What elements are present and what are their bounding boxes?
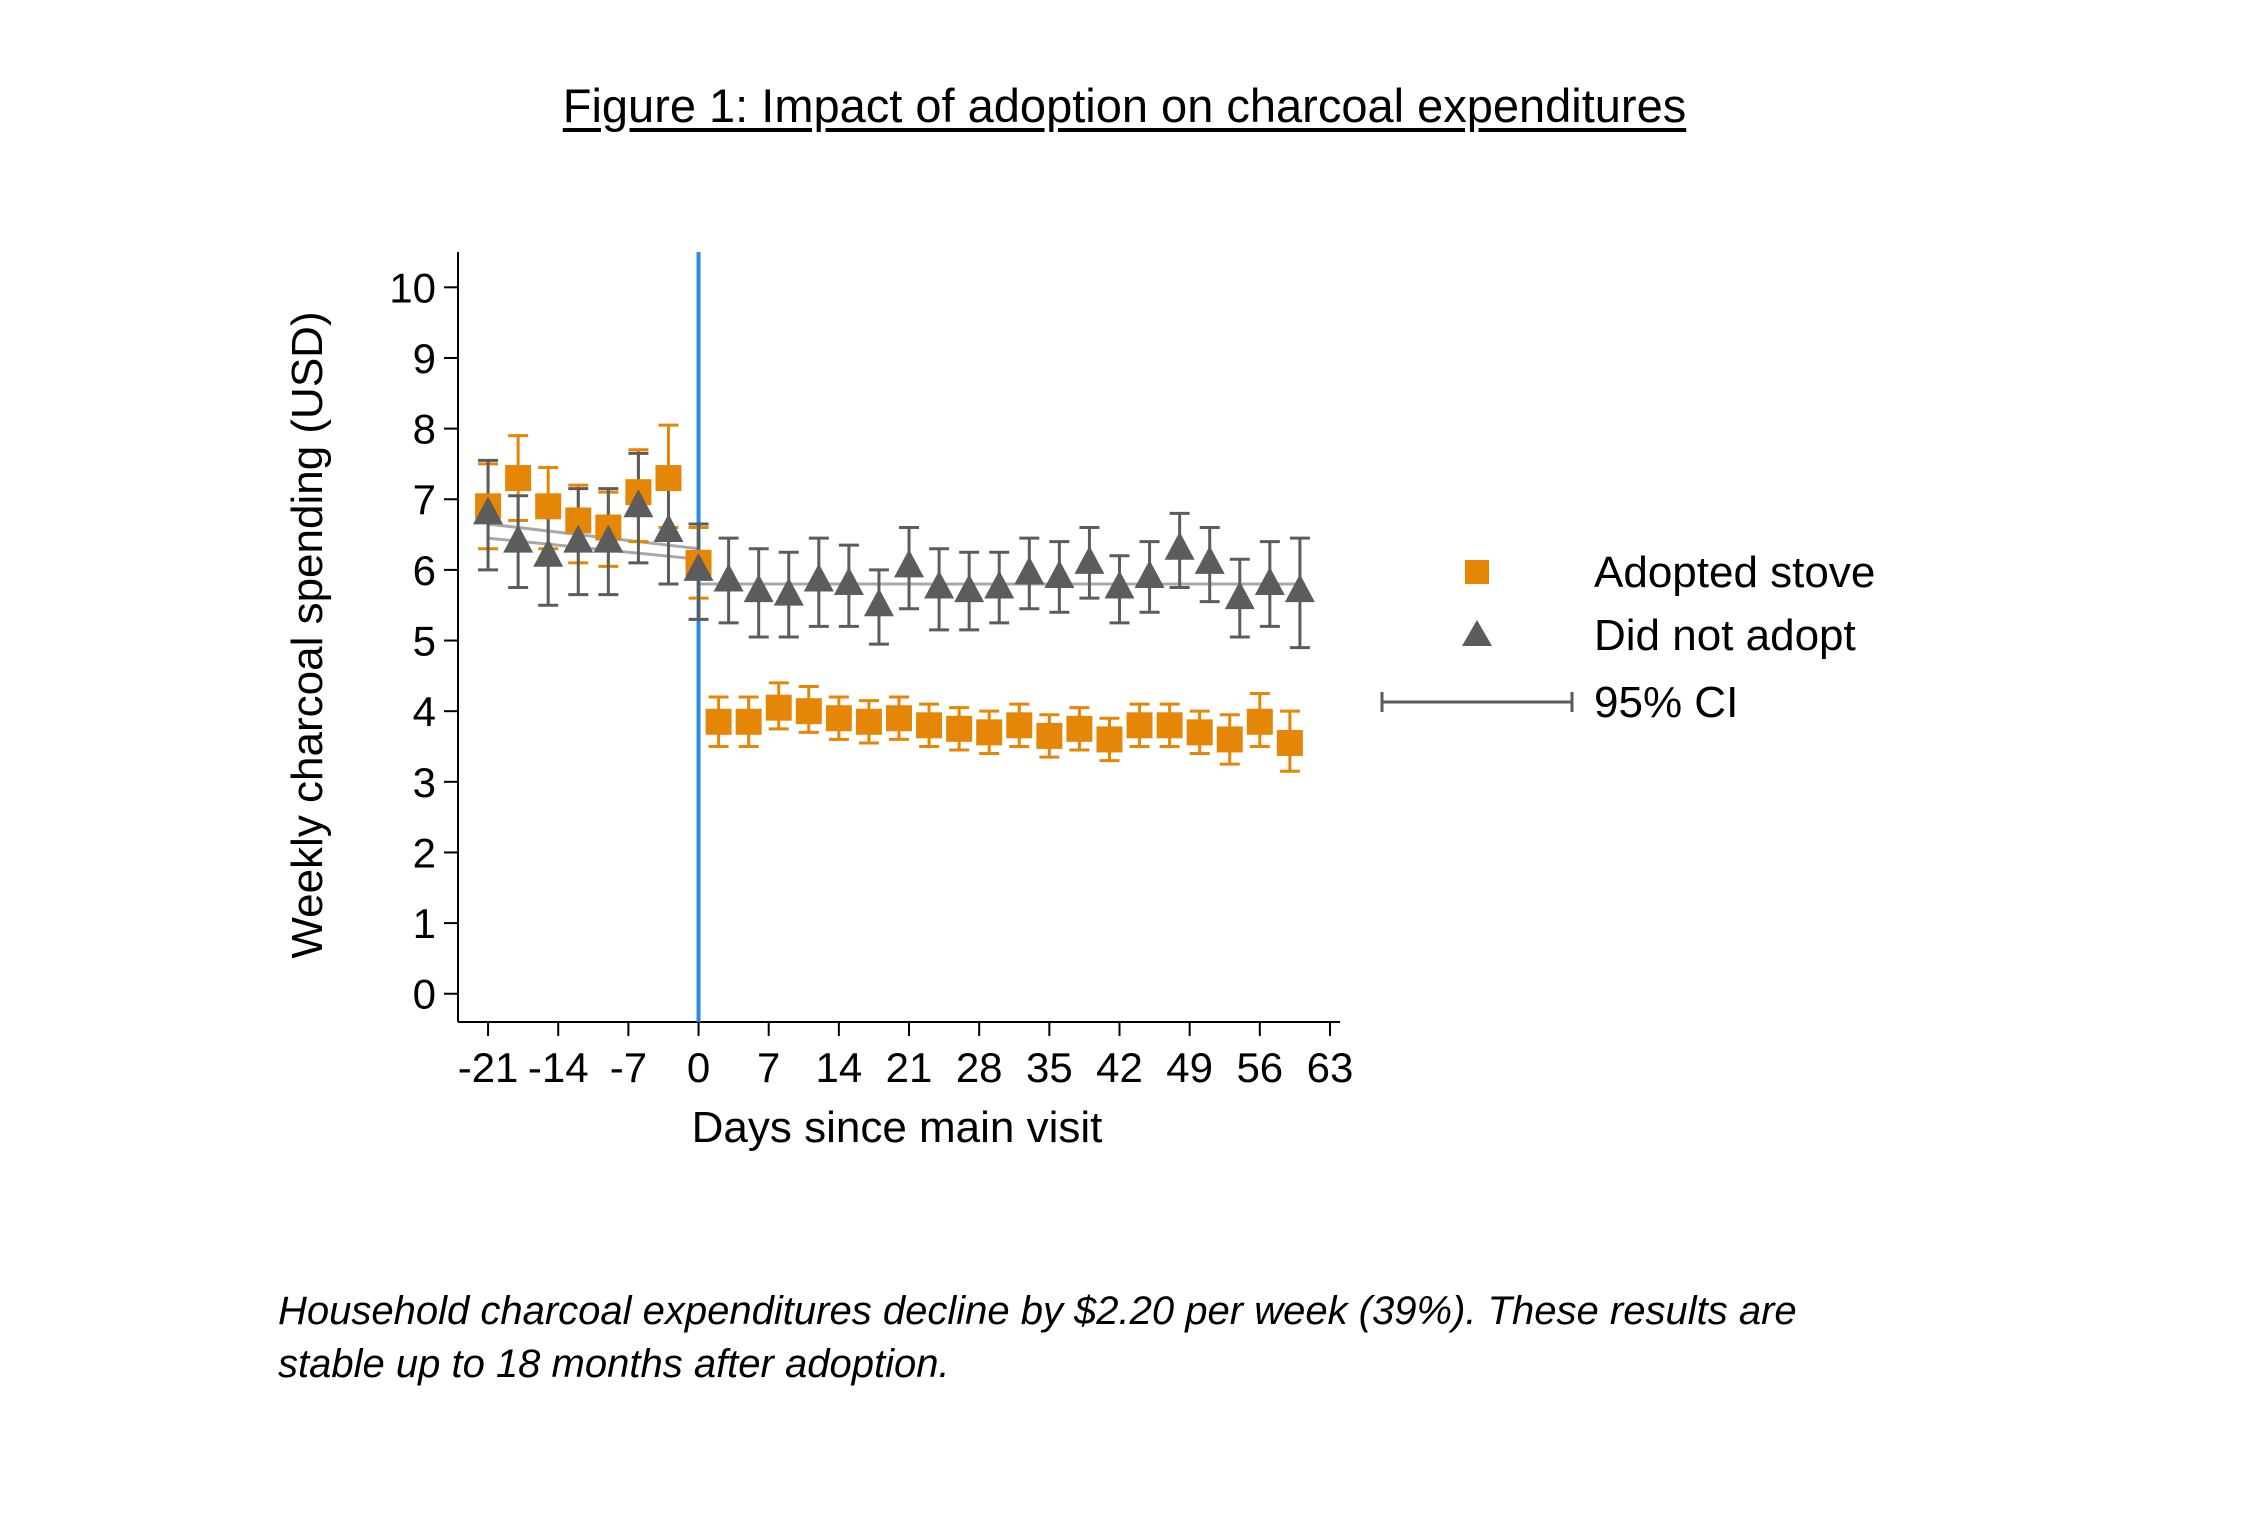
- data-markers: [473, 465, 1315, 756]
- x-tick-label: 14: [816, 1044, 863, 1091]
- y-tick-label: 0: [413, 971, 436, 1018]
- y-tick-label: 7: [413, 476, 436, 523]
- data-point-adopted: [1216, 726, 1243, 753]
- data-point-adopted: [1006, 712, 1033, 739]
- data-point-not-adopted: [593, 524, 624, 553]
- caption-line-1: Household charcoal expenditures decline …: [278, 1289, 1797, 1333]
- legend-label: Did not adopt: [1594, 611, 1856, 660]
- data-point-adopted: [1276, 729, 1303, 756]
- x-tick-label: 63: [1307, 1044, 1354, 1091]
- y-tick-label: 2: [413, 829, 436, 876]
- data-point-adopted: [1066, 715, 1093, 742]
- data-point-adopted: [1036, 722, 1063, 749]
- data-point-not-adopted: [653, 514, 684, 543]
- data-point-adopted: [705, 708, 732, 735]
- y-tick-label: 3: [413, 759, 436, 806]
- data-point-adopted: [735, 708, 762, 735]
- data-point-not-adopted: [773, 577, 804, 606]
- x-tick-label: 42: [1096, 1044, 1143, 1091]
- data-point-not-adopted: [1134, 559, 1165, 588]
- data-point-not-adopted: [623, 489, 654, 518]
- x-tick-label: 35: [1026, 1044, 1073, 1091]
- data-point-adopted: [855, 708, 882, 735]
- caption: Household charcoal expenditures decline …: [278, 1285, 2078, 1391]
- y-tick-label: 8: [413, 406, 436, 453]
- data-point-not-adopted: [533, 538, 564, 567]
- y-tick-label: 6: [413, 547, 436, 594]
- figure-title: Figure 1: Impact of adoption on charcoal…: [562, 79, 1687, 132]
- x-tick-label: -7: [610, 1044, 647, 1091]
- data-point-adopted: [505, 465, 532, 492]
- data-point-adopted: [1126, 712, 1153, 739]
- data-point-not-adopted: [683, 552, 714, 581]
- y-tick-label: 5: [413, 618, 436, 665]
- data-point-not-adopted: [924, 570, 955, 599]
- data-point-adopted: [916, 712, 943, 739]
- legend-label: Adopted stove: [1594, 548, 1875, 597]
- data-point-not-adopted: [1044, 559, 1075, 588]
- data-point-not-adopted: [1104, 570, 1135, 599]
- x-tick-label: -14: [528, 1044, 589, 1091]
- y-tick-label: 10: [389, 264, 436, 311]
- data-point-not-adopted: [803, 563, 834, 592]
- data-point-not-adopted: [833, 567, 864, 596]
- data-point-adopted: [946, 715, 973, 742]
- data-point-not-adopted: [713, 563, 744, 592]
- data-point-not-adopted: [863, 588, 894, 617]
- legend-marker-ci: [1380, 692, 1574, 712]
- data-point-not-adopted: [1194, 545, 1225, 574]
- x-tick-label: 56: [1236, 1044, 1283, 1091]
- data-point-not-adopted: [563, 524, 594, 553]
- data-point-not-adopted: [894, 549, 925, 578]
- data-point-adopted: [976, 719, 1003, 746]
- legend-marker-not-adopted: [1462, 620, 1492, 646]
- data-point-adopted: [655, 465, 682, 492]
- y-tick-label: 1: [413, 900, 436, 947]
- x-tick-label: 28: [956, 1044, 1003, 1091]
- x-tick-label: 0: [687, 1044, 710, 1091]
- x-tick-label: 21: [886, 1044, 933, 1091]
- data-point-not-adopted: [743, 574, 774, 603]
- y-tick-label: 4: [413, 688, 436, 735]
- data-point-not-adopted: [954, 574, 985, 603]
- data-point-adopted: [1096, 726, 1123, 753]
- data-point-adopted: [795, 698, 822, 725]
- data-point-not-adopted: [503, 524, 534, 553]
- data-point-adopted: [1186, 719, 1213, 746]
- data-point-not-adopted: [473, 496, 504, 525]
- data-point-adopted: [765, 694, 792, 721]
- data-point-adopted: [825, 705, 852, 732]
- data-point-not-adopted: [1254, 567, 1285, 596]
- data-point-adopted: [886, 705, 912, 732]
- data-point-not-adopted: [984, 570, 1015, 599]
- data-point-not-adopted: [1284, 574, 1315, 603]
- x-tick-label: 49: [1166, 1044, 1213, 1091]
- x-axis-title: Days since main visit: [692, 1103, 1103, 1152]
- fit-line: [487, 522, 699, 551]
- x-tick-label: 7: [757, 1044, 780, 1091]
- y-axis-title: Weekly charcoal spending (USD): [283, 311, 332, 958]
- caption-line-2: stable up to 18 months after adoption.: [278, 1342, 950, 1386]
- data-point-adopted: [1156, 712, 1183, 739]
- y-tick-label: 9: [413, 335, 436, 382]
- x-tick-label: -21: [458, 1044, 519, 1091]
- data-point-adopted: [535, 493, 562, 520]
- data-point-not-adopted: [1164, 531, 1195, 560]
- data-point-adopted: [1246, 708, 1273, 735]
- data-point-not-adopted: [1074, 545, 1105, 574]
- legend-label: 95% CI: [1594, 678, 1738, 727]
- legend-marker-adopted: [1465, 560, 1489, 584]
- data-point-not-adopted: [1224, 581, 1255, 610]
- data-point-not-adopted: [1014, 556, 1045, 585]
- legend: Adopted stove Did not adopt 95% CI: [1380, 548, 1875, 727]
